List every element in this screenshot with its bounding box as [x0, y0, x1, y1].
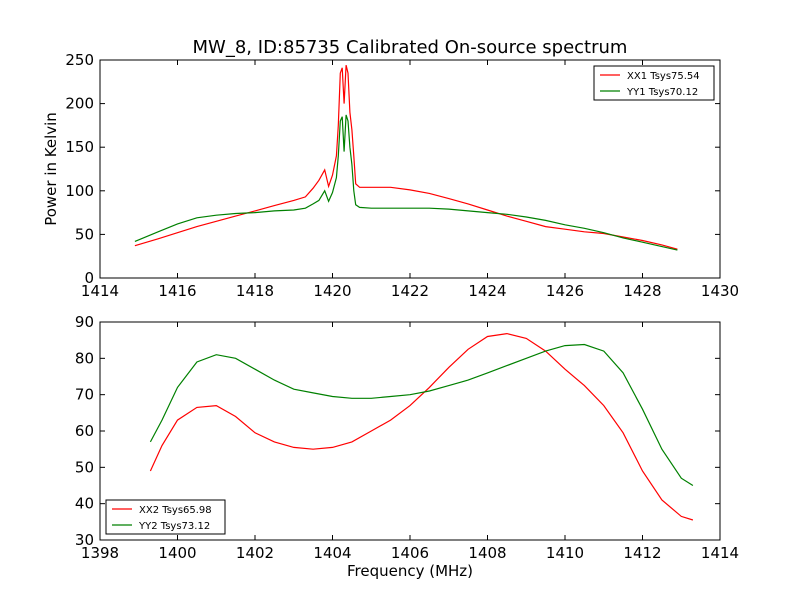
y-tick-label: 200	[65, 95, 94, 113]
x-tick-label: 1418	[236, 282, 274, 300]
y-tick-label: 80	[75, 349, 94, 367]
x-tick-label: 1426	[546, 282, 584, 300]
x-axis-label: Frequency (MHz)	[347, 562, 473, 580]
x-tick-label: 1428	[623, 282, 661, 300]
x-tick-label: 1398	[81, 544, 119, 562]
x-tick-label: 1408	[468, 544, 506, 562]
x-tick-label: 1402	[236, 544, 274, 562]
figure-title: MW_8, ID:85735 Calibrated On-source spec…	[193, 37, 628, 58]
bottom-panel-plot: 1398 1400 1402 1404 1406 1408 1410 1412 1414 30 40…	[75, 313, 739, 562]
x-tick-label: 1404	[313, 544, 351, 562]
legend-label: XX2 Tsys65.98	[139, 505, 212, 516]
y-tick-label: 90	[75, 313, 94, 331]
y-tick-label: 150	[65, 138, 94, 156]
x-tick-label: 1406	[391, 544, 429, 562]
x-tick-label: 1414	[81, 282, 119, 300]
y-axis-label: Power in Kelvin	[42, 112, 60, 226]
y-tick-label: 0	[84, 269, 94, 287]
x-tick-label: 1430	[701, 282, 739, 300]
x-tick-label: 1412	[623, 544, 661, 562]
x-tick-label: 1410	[546, 544, 584, 562]
y-tick-label: 250	[65, 51, 94, 69]
x-tick-label: 1400	[158, 544, 196, 562]
y-tick-label: 50	[75, 225, 94, 243]
x-tick-label: 1414	[701, 544, 739, 562]
series-line-2-1	[149, 332, 694, 521]
legend-label: YY2 Tsys73.12	[138, 521, 210, 532]
series-line-1-2	[134, 114, 678, 251]
x-tick-label: 1422	[391, 282, 429, 300]
legend-label: XX1 Tsys75.54	[627, 71, 700, 82]
x-tick-label: 1424	[468, 282, 506, 300]
y-tick-label: 70	[75, 386, 94, 404]
series-line-1-1	[134, 65, 678, 250]
series-line-2-2	[149, 343, 694, 487]
y-tick-label: 30	[75, 531, 94, 549]
x-tick-label: 1420	[313, 282, 351, 300]
legend-label: YY1 Tsys70.12	[626, 87, 698, 98]
y-tick-label: 50	[75, 458, 94, 476]
legend-box	[593, 65, 715, 101]
top-panel-plot: 1414 1416 1418 1420 1422 1424 1426 1428 1430 0 50 1…	[65, 51, 739, 300]
y-tick-label: 40	[75, 495, 94, 513]
x-tick-label: 1416	[158, 282, 196, 300]
y-tick-label: 100	[65, 182, 94, 200]
y-tick-label: 60	[75, 422, 94, 440]
legend-box	[105, 499, 226, 535]
